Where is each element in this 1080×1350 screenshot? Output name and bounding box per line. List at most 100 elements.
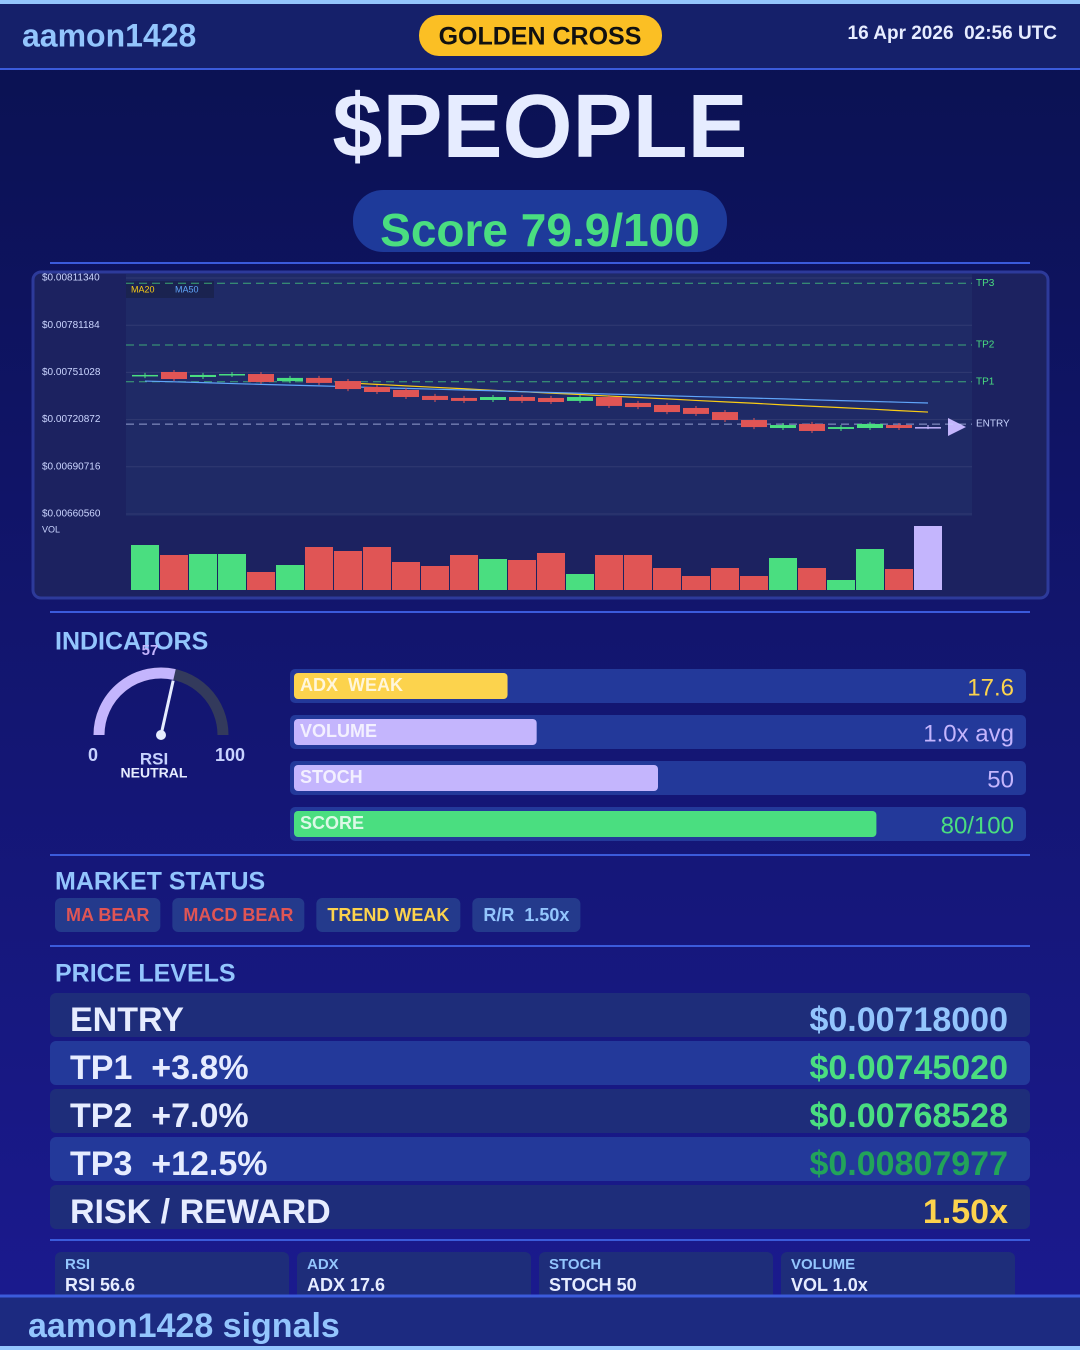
volume-bar — [392, 562, 420, 590]
bar-fill — [294, 673, 508, 699]
y-tick-label: $0.00660560 — [42, 509, 101, 520]
timestamp: 16 Apr 2026 02:56 UTC — [848, 23, 1058, 44]
stat-box — [55, 1252, 289, 1302]
price-name: TP3 +12.5% — [70, 1145, 268, 1183]
stat-value: ADX 17.6 — [307, 1275, 385, 1295]
candle-body — [770, 425, 796, 429]
level-label: TP3 — [976, 278, 995, 289]
score-pill — [353, 190, 727, 252]
plot-area — [126, 274, 972, 516]
candle-body — [886, 425, 912, 429]
candle-body — [596, 397, 622, 406]
volume-bar — [450, 555, 478, 590]
gauge-max: 100 — [215, 745, 245, 765]
stat-box — [297, 1252, 531, 1302]
gauge-needle — [159, 680, 175, 736]
ma-line — [347, 382, 929, 413]
bottom-strip — [0, 1346, 1080, 1350]
volume-bar — [914, 526, 942, 590]
level-label: TP2 — [976, 340, 995, 351]
volume-bar — [276, 565, 304, 590]
stat-label: STOCH — [549, 1256, 601, 1273]
volume-bar — [334, 551, 362, 590]
volume-bar — [711, 568, 739, 590]
candle-body — [335, 381, 361, 390]
volume-bar — [508, 560, 536, 590]
candle-body — [712, 412, 738, 421]
price-row — [50, 1089, 1030, 1133]
ticker: $PEOPLE — [332, 77, 747, 177]
price-value: $0.00768528 — [809, 1097, 1008, 1135]
level-label: TP1 — [976, 376, 995, 387]
gauge-label: RSI — [140, 749, 168, 768]
volume-bar — [189, 554, 217, 590]
price-name: RISK / REWARD — [70, 1193, 331, 1231]
volume-bar — [247, 572, 275, 590]
bar-label: SCORE — [300, 813, 364, 833]
status-chip — [316, 898, 461, 932]
y-tick-label: $0.00781184 — [42, 320, 100, 331]
bar-value: 50 — [987, 766, 1014, 793]
stat-value: STOCH 50 — [549, 1275, 637, 1295]
bar-value: 80/100 — [941, 812, 1014, 839]
volume-bar — [769, 558, 797, 590]
volume-bar — [885, 569, 913, 590]
section-title: PRICE LEVELS — [55, 960, 236, 988]
candle-body — [625, 402, 651, 408]
legend-label: MA50 — [175, 284, 199, 294]
volume-bar — [595, 555, 623, 590]
bar-value: 1.0x avg — [923, 720, 1014, 747]
volume-bar — [624, 555, 652, 590]
bar-fill — [294, 765, 658, 791]
volume-bar — [740, 576, 768, 590]
candle-body — [857, 423, 883, 429]
volume-bar — [537, 553, 565, 590]
section-title: INDICATORS — [55, 628, 208, 656]
stat-box — [539, 1252, 773, 1302]
candle-body — [509, 397, 535, 401]
price-name: TP1 +3.8% — [70, 1049, 249, 1087]
stat-box — [781, 1252, 1015, 1302]
footer-text: aamon1428 signals — [28, 1307, 340, 1345]
volume-bar — [653, 568, 681, 590]
bar-label: ADX WEAK — [300, 675, 403, 695]
candle-body — [451, 397, 477, 401]
gauge-min: 0 — [88, 745, 98, 765]
volume-bar — [827, 580, 855, 590]
gauge-value: 57 — [142, 642, 159, 659]
volume-bar — [421, 566, 449, 590]
top-strip — [0, 0, 1080, 4]
bar-value: 17.6 — [967, 674, 1014, 701]
gauge-hub — [156, 730, 166, 740]
status-chip-text: MA BEAR — [66, 905, 149, 925]
gauge-fill — [93, 667, 176, 736]
y-tick-label: $0.00720872 — [42, 414, 101, 425]
volume-bar — [218, 554, 246, 590]
ma-line — [144, 380, 929, 404]
entry-arrow — [948, 418, 966, 436]
price-row — [50, 1137, 1030, 1181]
candle-body — [393, 389, 419, 398]
status-chip — [55, 898, 161, 932]
price-value: $0.00745020 — [809, 1049, 1008, 1087]
price-row — [50, 1185, 1030, 1229]
candle-body — [654, 404, 680, 413]
status-chip — [172, 898, 305, 932]
volume-bar — [363, 547, 391, 590]
status-chip-text: TREND WEAK — [327, 905, 449, 925]
level-label: ENTRY — [976, 419, 1010, 430]
candle-body — [538, 397, 564, 403]
candle-body — [683, 407, 709, 414]
status-chip-text: R/R 1.50x — [483, 905, 569, 925]
candle-body — [219, 374, 245, 376]
price-name: TP2 +7.0% — [70, 1097, 249, 1135]
bar-label: STOCH — [300, 767, 363, 787]
price-name: ENTRY — [70, 1001, 184, 1039]
price-value: $0.00807977 — [809, 1145, 1008, 1183]
stat-value: VOL 1.0x — [791, 1275, 868, 1295]
status-chip — [472, 898, 581, 932]
stat-label: RSI — [65, 1256, 90, 1273]
volume-bar — [305, 547, 333, 590]
bar-label: VOLUME — [300, 721, 377, 741]
